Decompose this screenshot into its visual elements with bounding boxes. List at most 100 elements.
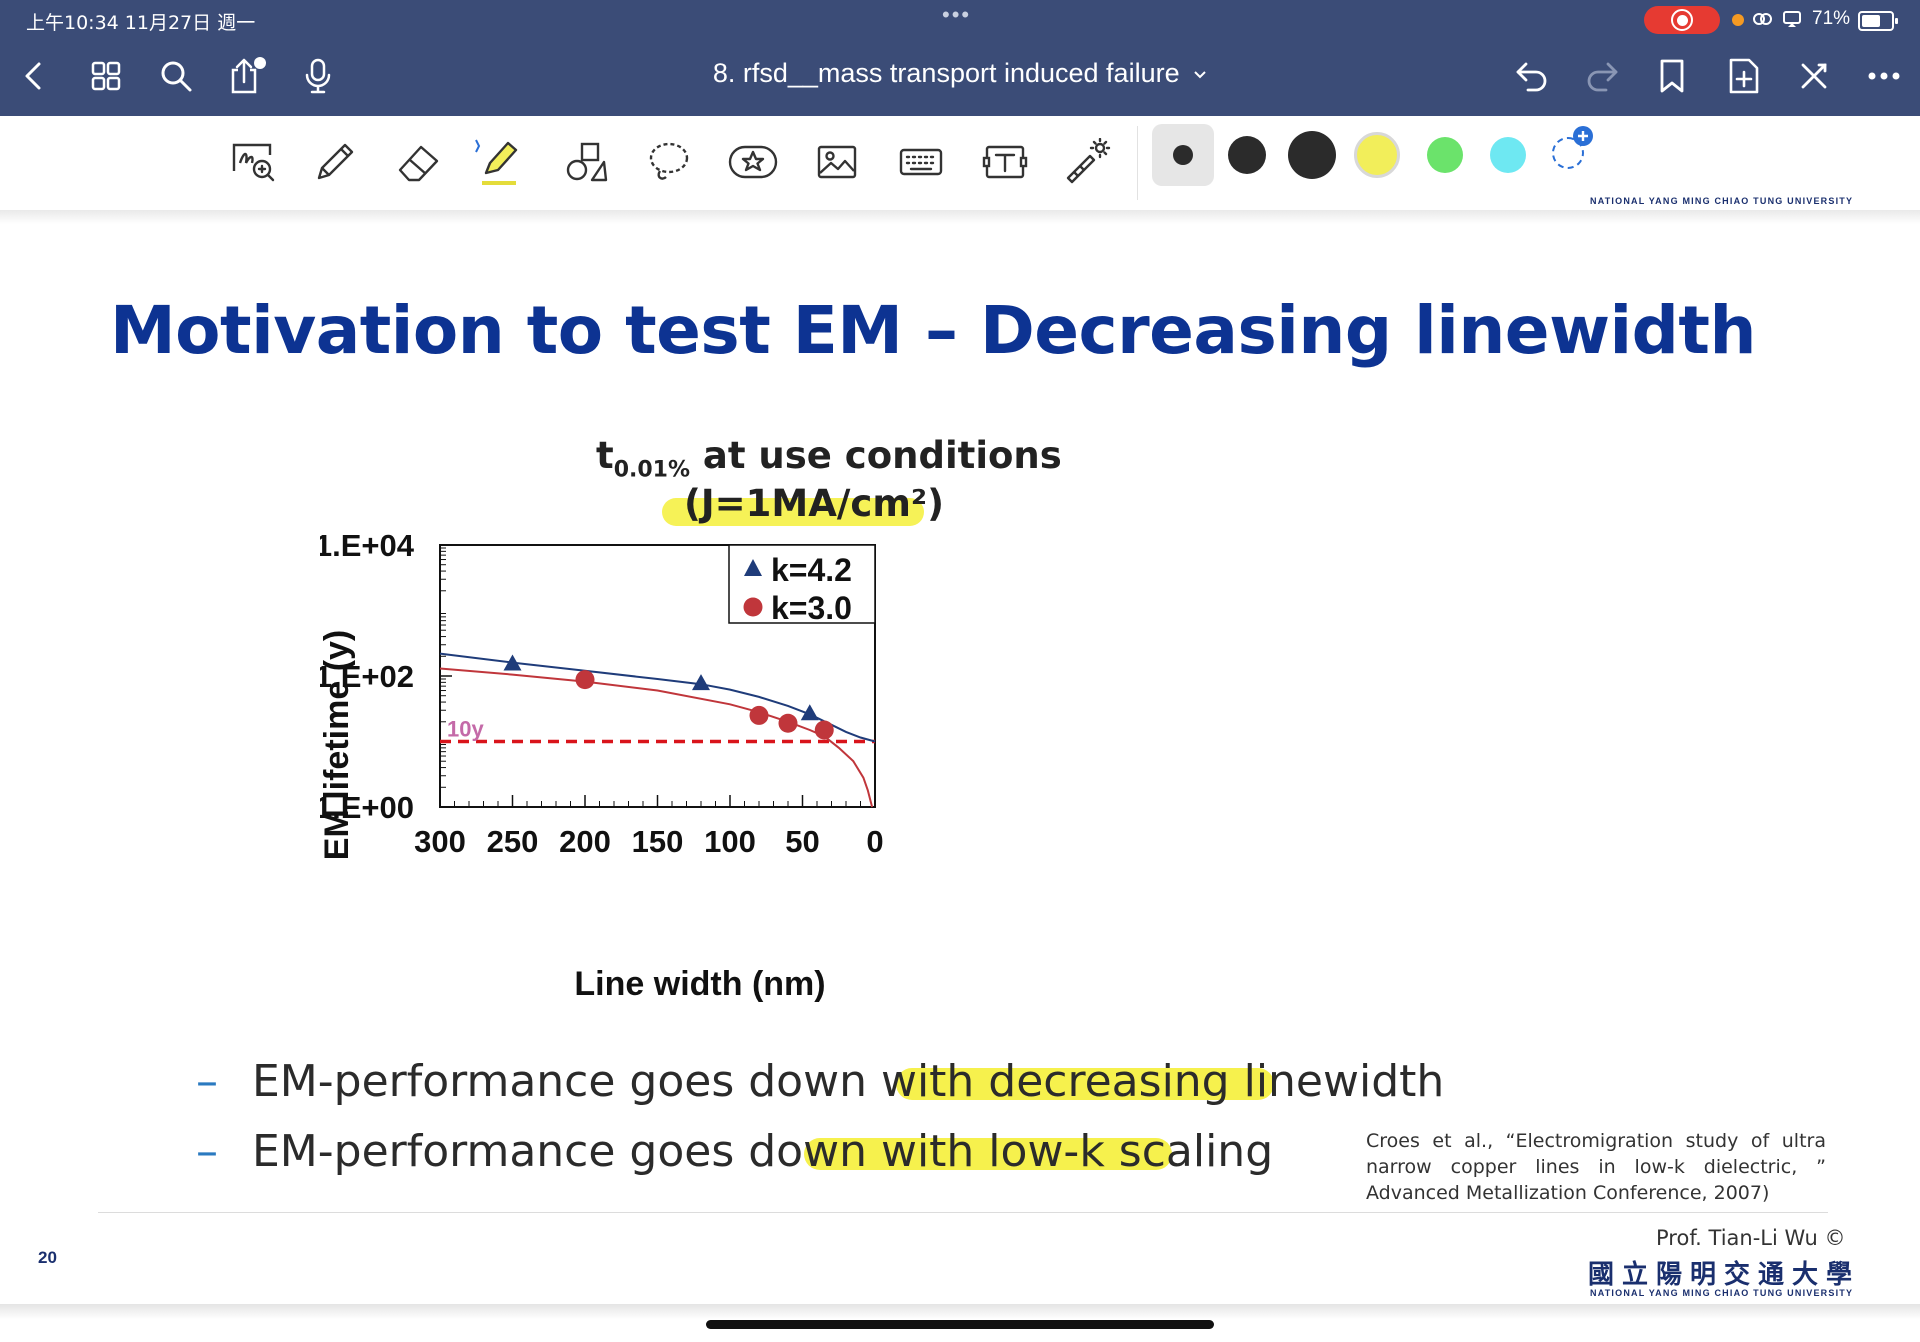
mic-indicator-dot [1732, 14, 1744, 26]
chart-title-rest: at use conditions [690, 434, 1062, 477]
toolbar-divider [1137, 126, 1138, 200]
color-swatch-cyan[interactable] [1490, 137, 1526, 173]
bullet-item-1: – EM-performance goes down with decreasin… [196, 1056, 1444, 1107]
battery-tip [1895, 18, 1898, 24]
color-swatch-black-large[interactable] [1288, 131, 1336, 179]
x-tick-label: 150 [632, 824, 684, 859]
slide-title: Motivation to test EM – Decreasing linew… [110, 292, 1756, 369]
keyboard-tool[interactable] [892, 132, 950, 192]
data-point-triangle [800, 704, 819, 721]
x-tick-label: 100 [704, 824, 756, 859]
bullet-2-highlight-stroke [804, 1138, 1172, 1170]
x-tick-label: 300 [414, 824, 466, 859]
microphone-icon[interactable] [298, 56, 338, 96]
laser-pointer-tool[interactable] [1058, 132, 1116, 192]
record-ring-icon [1671, 9, 1693, 31]
bookmark-icon[interactable] [1652, 56, 1692, 96]
search-icon[interactable] [156, 56, 196, 96]
pencil-icon [317, 143, 354, 180]
slide-page-number: 20 [38, 1248, 57, 1267]
data-point-circle [814, 720, 834, 740]
bullet-2-highlighted-text: with low-k scaling [880, 1126, 1274, 1177]
sticker-icon [728, 145, 778, 179]
more-icon[interactable] [1864, 56, 1904, 96]
x-tick-label: 50 [785, 824, 819, 859]
color-swatch-green[interactable] [1427, 137, 1463, 173]
bullet-2-text: EM-performance goes down [252, 1126, 881, 1177]
color-swatch-yellow[interactable] [1354, 132, 1400, 178]
image-icon [817, 145, 857, 179]
legend-triangle-marker [744, 559, 762, 576]
lasso-tool[interactable] [640, 132, 698, 192]
back-icon[interactable] [14, 56, 54, 96]
bullet-1-text: EM-performance goes down with [252, 1056, 989, 1107]
data-point-circle [778, 713, 798, 733]
record-dot-icon [1677, 15, 1688, 26]
professor-credit: Prof. Tian-Li Wu © [1656, 1226, 1846, 1250]
chart-title-subscript: 0.01% [613, 457, 691, 483]
chart-title-line1: t0.01% at use conditions [596, 434, 1062, 482]
multitasking-dots[interactable]: ••• [942, 2, 972, 27]
bullet-dash: – [196, 1126, 218, 1177]
color-swatch-black-small[interactable] [1173, 145, 1193, 165]
laser-pointer-icon [1066, 138, 1111, 184]
document-title[interactable]: 8. rfsd__mass transport induced failure [640, 58, 1280, 89]
close-icon[interactable] [1794, 56, 1834, 96]
x-tick-label: 250 [487, 824, 539, 859]
data-point-triangle [692, 674, 710, 691]
footer-divider [98, 1212, 1828, 1213]
em-lifetime-chart: 1.E+00 1.E+02 1.E+04 300 250 200 150 100 50 0 10y k… [320, 528, 884, 1003]
redo-icon[interactable] [1582, 56, 1622, 96]
home-indicator[interactable] [706, 1320, 1214, 1329]
eraser-icon [398, 145, 439, 182]
shapes-tool[interactable] [558, 132, 616, 192]
chart-title-main: t [596, 434, 614, 477]
handwriting-zoom-tool[interactable] [224, 132, 282, 192]
data-point-circle [575, 670, 595, 690]
legend-label: k=4.2 [771, 552, 852, 588]
keyboard-icon [899, 148, 943, 176]
threshold-label: 10y [447, 717, 484, 742]
x-tick-label: 200 [559, 824, 611, 859]
bullet-1-highlight-stroke [896, 1068, 1274, 1100]
highlighter-icon [475, 139, 518, 185]
y-tick-label: 1.E+00 [320, 790, 414, 825]
eraser-tool[interactable] [390, 132, 448, 192]
color-swatch-black-medium[interactable] [1228, 136, 1266, 174]
undo-icon[interactable] [1512, 56, 1552, 96]
bullet-1-highlighted-text: decreasing linewidth [988, 1056, 1445, 1107]
data-point-triangle [503, 654, 522, 671]
shapes-icon [566, 142, 608, 182]
data-point-circle [749, 705, 769, 725]
y-tick-label: 1.E+02 [320, 659, 414, 694]
text-tool[interactable] [976, 132, 1034, 192]
pen-tool[interactable] [306, 132, 364, 192]
sticker-tool[interactable] [724, 132, 782, 192]
image-tool[interactable] [808, 132, 866, 192]
chart-x-axis-label: Line width (nm) [574, 965, 825, 1003]
share-icon[interactable] [226, 56, 266, 96]
y-tick-label: 1.E+04 [320, 528, 415, 563]
annotation-toolbar [0, 116, 1920, 211]
top-bar: 上午10:34 11月27日 週一 ••• 71% [0, 0, 1920, 116]
screen-record-indicator[interactable] [1644, 6, 1720, 34]
legend-circle-marker [743, 597, 763, 617]
status-time: 上午10:34 11月27日 週一 [26, 12, 256, 34]
title-highlight-stroke [662, 498, 924, 526]
battery-fill [1862, 15, 1881, 27]
bullet-item-2: – EM-performance goes down with low-k sca… [196, 1126, 1273, 1177]
battery-icon [1858, 11, 1898, 31]
x-tick-label: 0 [866, 824, 883, 859]
chart-y-axis-label: EM lifetime (y) [320, 630, 356, 860]
page-top-shadow [0, 210, 1920, 224]
university-logo-english: NATIONAL YANG MING CHIAO TUNG UNIVERSITY [1590, 1288, 1854, 1298]
grid-icon[interactable] [86, 56, 126, 96]
add-color-button[interactable] [1552, 126, 1593, 169]
highlighter-tool[interactable] [470, 132, 528, 192]
zoom-window-icon [232, 143, 275, 182]
battery-percentage: 71% [1812, 8, 1851, 29]
add-page-icon[interactable] [1724, 56, 1764, 96]
chart-title-line2: (J=1MA/cm²) [684, 482, 944, 525]
header-university-name: NATIONAL YANG MING CHIAO TUNG UNIVERSITY [1590, 196, 1854, 206]
bullet-dash: – [196, 1056, 218, 1107]
